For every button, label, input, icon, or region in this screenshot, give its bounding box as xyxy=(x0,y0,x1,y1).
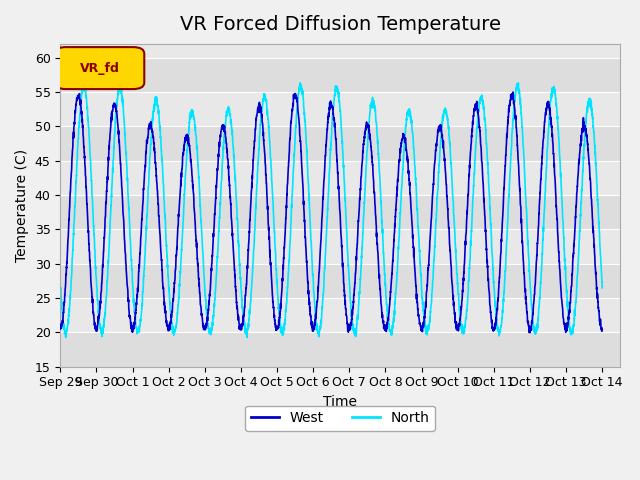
Y-axis label: Temperature (C): Temperature (C) xyxy=(15,149,29,262)
West xyxy=(530,301,538,307)
West xyxy=(588,203,596,209)
West xyxy=(56,325,64,331)
Legend: West, North: West, North xyxy=(245,406,435,431)
West xyxy=(598,326,606,332)
West xyxy=(150,147,158,153)
North xyxy=(264,116,272,122)
West xyxy=(264,216,272,222)
North xyxy=(150,102,158,108)
North xyxy=(288,205,296,211)
Bar xyxy=(60,161,620,195)
Bar xyxy=(60,332,620,367)
North xyxy=(118,96,126,102)
West xyxy=(288,114,296,120)
West xyxy=(526,330,534,336)
FancyBboxPatch shape xyxy=(54,47,144,89)
Bar xyxy=(60,126,620,161)
X-axis label: Time: Time xyxy=(323,395,357,409)
Bar xyxy=(60,58,620,92)
Bar xyxy=(60,92,620,126)
North xyxy=(530,324,538,329)
Bar xyxy=(60,229,620,264)
North xyxy=(588,108,596,114)
Line: West: West xyxy=(60,92,602,333)
North xyxy=(598,285,606,291)
North xyxy=(296,80,304,86)
Bar xyxy=(60,298,620,332)
West xyxy=(118,189,126,194)
Bar xyxy=(60,195,620,229)
West xyxy=(509,89,517,95)
North xyxy=(243,335,251,340)
Title: VR Forced Diffusion Temperature: VR Forced Diffusion Temperature xyxy=(180,15,500,34)
Bar xyxy=(60,264,620,298)
Line: North: North xyxy=(60,83,602,337)
North xyxy=(56,284,64,289)
Text: VR_fd: VR_fd xyxy=(79,61,120,74)
